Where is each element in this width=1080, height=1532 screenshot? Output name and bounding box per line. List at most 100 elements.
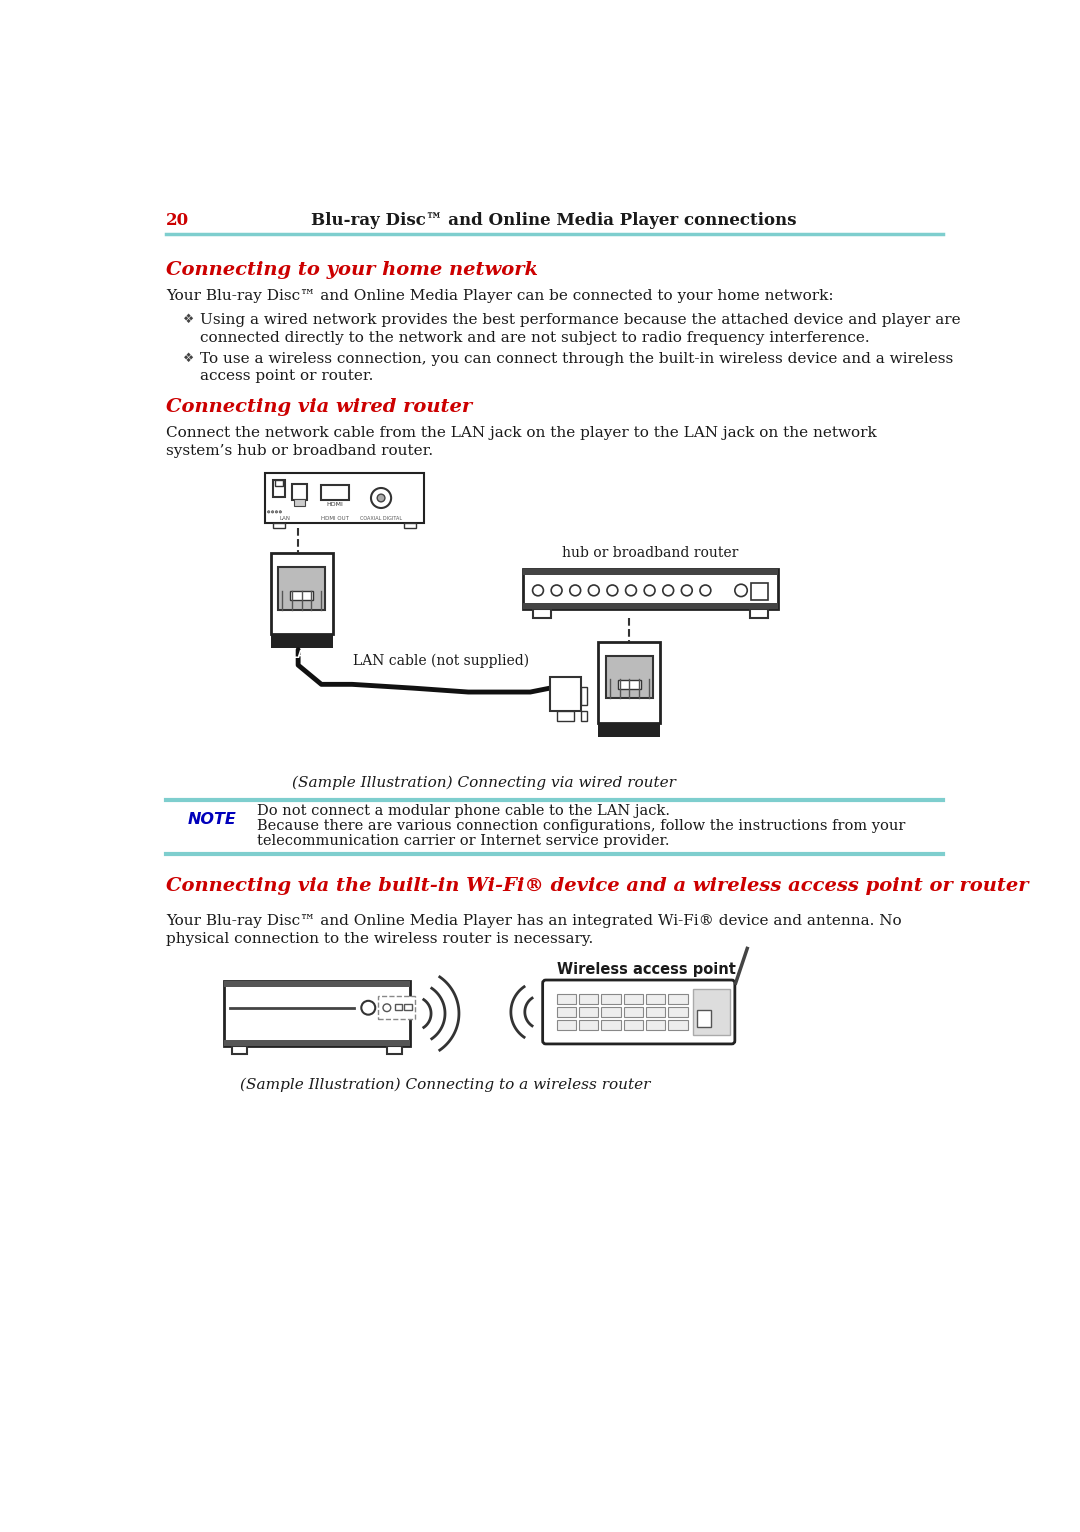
Bar [291, 591, 313, 601]
Bar [669, 1020, 688, 1030]
Text: Connect the network cable from the LAN jack on the player to the LAN jack on the: Connect the network cable from the LAN j… [166, 426, 877, 440]
Circle shape [279, 510, 282, 513]
Bar [602, 994, 621, 1003]
Bar [272, 522, 285, 529]
Bar [623, 1020, 643, 1030]
Text: connected directly to the network and are not subject to radio frequency interfe: connected directly to the network and ar… [200, 331, 869, 345]
Bar [550, 677, 581, 711]
Text: system’s hub or broadband router.: system’s hub or broadband router. [166, 444, 433, 458]
Bar [321, 486, 349, 501]
Bar [669, 1007, 688, 1017]
Bar [523, 602, 779, 608]
Bar [394, 1003, 403, 1010]
Circle shape [663, 585, 674, 596]
Bar [623, 1007, 643, 1017]
Bar [618, 680, 642, 689]
Circle shape [377, 495, 384, 502]
Bar [579, 994, 598, 1003]
Bar [556, 1007, 576, 1017]
Bar [378, 996, 415, 1019]
Text: HDMI OUT: HDMI OUT [321, 516, 349, 521]
Bar [532, 608, 551, 617]
Text: Connecting via the built-in Wi-Fi® device and a wireless access point or router: Connecting via the built-in Wi-Fi® devic… [166, 876, 1028, 895]
Text: physical connection to the wireless router is necessary.: physical connection to the wireless rout… [166, 931, 593, 945]
Bar [693, 990, 730, 1034]
Circle shape [362, 1000, 375, 1014]
Bar [279, 567, 325, 610]
Text: Your Blu-ray Disc™ and Online Media Player has an integrated Wi-Fi® device and a: Your Blu-ray Disc™ and Online Media Play… [166, 913, 902, 928]
Bar [556, 711, 573, 720]
Circle shape [734, 584, 747, 596]
Bar [404, 522, 416, 529]
Text: Because there are various connection configurations, follow the instructions fro: Because there are various connection con… [257, 820, 906, 833]
Bar [750, 608, 768, 617]
Text: Do not connect a modular phone cable to the LAN jack.: Do not connect a modular phone cable to … [257, 804, 671, 818]
Text: To use a wireless connection, you can connect through the built-in wireless devi: To use a wireless connection, you can co… [200, 352, 954, 366]
Text: hub or broadband router: hub or broadband router [563, 545, 739, 559]
Circle shape [589, 585, 599, 596]
Bar [579, 1020, 598, 1030]
Text: Connecting to your home network: Connecting to your home network [166, 260, 538, 279]
Text: (Sample Illustration) Connecting via wired router: (Sample Illustration) Connecting via wir… [292, 775, 676, 791]
Bar [697, 1010, 711, 1026]
Circle shape [625, 585, 636, 596]
Bar [225, 980, 410, 1046]
Bar [265, 472, 423, 522]
Text: COAXIAL DIGITAL: COAXIAL DIGITAL [360, 516, 402, 521]
Bar [646, 1007, 665, 1017]
Text: ❖: ❖ [183, 313, 194, 326]
Text: Using a wired network provides the best performance because the attached device : Using a wired network provides the best … [200, 313, 961, 328]
Text: Connecting via wired router: Connecting via wired router [166, 398, 472, 415]
Text: LAN: LAN [619, 738, 640, 749]
Bar [646, 994, 665, 1003]
Bar [294, 499, 306, 507]
Bar [271, 634, 333, 648]
Circle shape [532, 585, 543, 596]
Bar [556, 994, 576, 1003]
Text: 20: 20 [166, 213, 189, 230]
Bar [292, 484, 308, 499]
Bar [232, 1046, 247, 1054]
Bar [581, 686, 586, 705]
Bar [646, 1020, 665, 1030]
Text: LAN: LAN [280, 516, 291, 521]
Circle shape [644, 585, 656, 596]
Bar [387, 1046, 403, 1054]
Bar [225, 980, 410, 987]
Circle shape [570, 585, 581, 596]
Bar [602, 1007, 621, 1017]
Bar [275, 480, 283, 486]
Text: ❖: ❖ [183, 352, 194, 365]
Bar [271, 553, 333, 634]
Circle shape [681, 585, 692, 596]
Text: LAN cable (not supplied): LAN cable (not supplied) [353, 654, 529, 668]
Bar [598, 642, 661, 723]
Text: (Sample Illustration) Connecting to a wireless router: (Sample Illustration) Connecting to a wi… [240, 1077, 650, 1092]
Bar [623, 994, 643, 1003]
Text: HDMI: HDMI [326, 502, 343, 507]
Text: Your Blu-ray Disc™ and Online Media Player can be connected to your home network: Your Blu-ray Disc™ and Online Media Play… [166, 290, 834, 303]
Circle shape [271, 510, 273, 513]
Circle shape [551, 585, 562, 596]
Text: LAN: LAN [291, 650, 312, 660]
Text: Wireless access point: Wireless access point [557, 962, 735, 976]
Circle shape [268, 510, 270, 513]
Bar [751, 582, 768, 599]
FancyBboxPatch shape [542, 980, 734, 1043]
Bar [602, 1020, 621, 1030]
Text: Blu-ray Disc™ and Online Media Player connections: Blu-ray Disc™ and Online Media Player co… [311, 213, 796, 230]
Circle shape [607, 585, 618, 596]
Bar [523, 568, 779, 608]
Circle shape [372, 489, 391, 509]
Bar [606, 656, 652, 699]
Text: NOTE: NOTE [188, 812, 237, 827]
Text: access point or router.: access point or router. [200, 369, 374, 383]
Circle shape [275, 510, 278, 513]
Text: telecommunication carrier or Internet service provider.: telecommunication carrier or Internet se… [257, 835, 670, 849]
Bar [669, 994, 688, 1003]
Bar [598, 723, 661, 737]
Bar [272, 481, 285, 498]
Bar [225, 1040, 410, 1046]
Bar [404, 1003, 411, 1010]
Bar [556, 1020, 576, 1030]
